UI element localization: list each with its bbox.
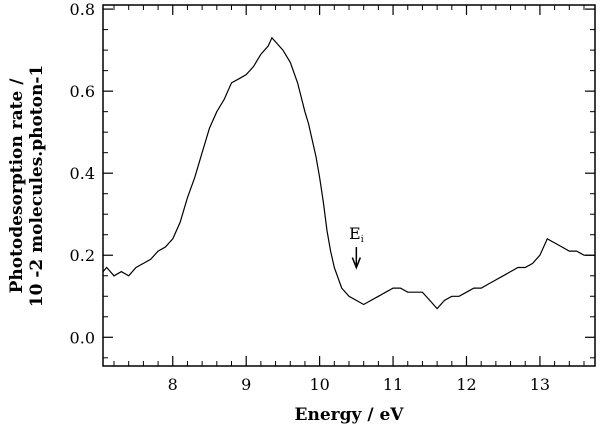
y-tick-label: 0.4 — [70, 164, 95, 183]
y-axis-title-line2: 10 -2 molecules.photon-1 — [27, 65, 47, 307]
x-tick-label: 12 — [456, 375, 476, 394]
y-tick-label: 0.0 — [70, 328, 95, 347]
ei-annotation: Ei — [349, 224, 364, 270]
ei-label-subscript: i — [361, 235, 364, 245]
x-axis: 8 9 10 11 12 13 — [113, 5, 585, 394]
y-tick-label: 0.2 — [70, 246, 95, 265]
x-tick-label: 10 — [309, 375, 329, 394]
plot-frame — [102, 4, 596, 367]
x-tick-label: 11 — [383, 375, 403, 394]
y-axis: 0.0 0.2 0.4 0.6 0.8 — [70, 0, 595, 359]
y-tick-label: 0.8 — [70, 0, 95, 19]
y-tick-label: 0.6 — [70, 82, 95, 101]
photodesorption-rate-line — [103, 36, 595, 310]
x-tick-label: 9 — [241, 375, 251, 394]
ei-label: Ei — [349, 224, 364, 245]
y-axis-title-line1: Photodesorption rate / — [7, 78, 27, 294]
x-axis-title: Energy / eV — [295, 405, 405, 425]
x-tick-label: 13 — [530, 375, 550, 394]
y-axis-title: Photodesorption rate / 10 -2 molecules.p… — [7, 65, 47, 307]
ei-arrow-head — [351, 257, 362, 270]
x-tick-label: 8 — [168, 375, 178, 394]
